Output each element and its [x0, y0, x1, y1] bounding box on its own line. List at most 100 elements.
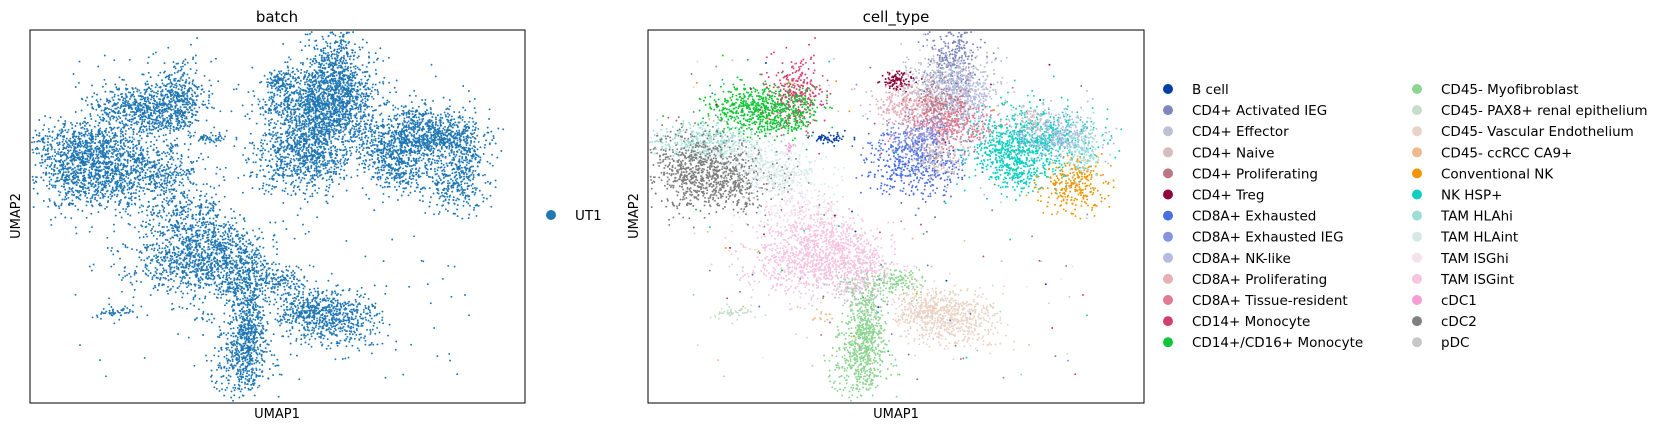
batch-point [129, 153, 131, 156]
batch-point [154, 196, 157, 199]
batch-point [153, 249, 156, 252]
batch-point [276, 288, 279, 291]
batch-point [163, 166, 166, 169]
batch-point [220, 247, 223, 250]
batch-point [127, 222, 130, 225]
batch-point [227, 220, 230, 223]
batch-point [86, 134, 89, 137]
batch-point [161, 284, 164, 287]
batch-point [167, 119, 170, 122]
batch-point [155, 101, 158, 104]
batch-point [136, 159, 138, 162]
batch-point [87, 176, 90, 179]
batch-point [170, 105, 173, 108]
batch-point [150, 90, 153, 93]
batch-point [195, 246, 198, 249]
batch-point [48, 187, 51, 190]
batch-point [182, 173, 185, 176]
batch-point [128, 272, 131, 275]
batch-point [222, 293, 225, 296]
batch-point [124, 97, 127, 100]
batch-point [200, 92, 202, 95]
batch-point [143, 120, 146, 123]
batch-point [127, 146, 130, 148]
batch-point [146, 243, 148, 246]
batch-point [166, 163, 168, 166]
batch-point [118, 88, 120, 91]
batch-point [222, 276, 224, 279]
batch-point [226, 241, 229, 244]
batch-point [212, 221, 215, 224]
batch-point [175, 265, 178, 268]
batch-point [177, 62, 180, 65]
batch-point [186, 108, 189, 111]
batch-point [210, 262, 213, 265]
batch-point [244, 299, 247, 302]
batch-point [155, 276, 158, 279]
batch-point [163, 96, 166, 99]
batch-point [156, 84, 159, 87]
batch-point [129, 97, 131, 100]
batch-point [84, 194, 87, 197]
batch-point [91, 95, 94, 98]
batch-point [230, 257, 233, 259]
batch-point [178, 285, 181, 288]
batch-point [181, 178, 184, 181]
batch-point [228, 228, 231, 231]
batch-point [121, 78, 124, 81]
batch-point [42, 200, 45, 202]
batch-point [134, 171, 137, 174]
batch-point [187, 101, 190, 104]
batch-point [92, 162, 95, 165]
batch-point [71, 199, 74, 202]
batch-point [202, 213, 204, 216]
batch-point [149, 244, 152, 247]
batch-point [255, 247, 258, 250]
batch-point [105, 127, 108, 130]
batch-point [183, 87, 186, 90]
batch-point [225, 293, 228, 296]
batch-point [180, 182, 183, 184]
batch-point [243, 310, 246, 313]
batch-point [90, 174, 93, 177]
batch-point [207, 246, 210, 249]
batch-point [44, 134, 47, 137]
batch-point [180, 266, 183, 268]
batch-point [147, 71, 150, 74]
batch-point [183, 143, 186, 145]
batch-point [161, 271, 164, 274]
batch-point [285, 265, 288, 268]
batch-point [119, 107, 122, 110]
batch-point [213, 126, 216, 129]
batch-point [101, 161, 104, 164]
batch-point [130, 118, 133, 121]
batch-point [137, 153, 140, 156]
batch-point [194, 114, 197, 117]
batch-point [160, 94, 163, 97]
batch-point [113, 102, 116, 105]
batch-point [152, 126, 155, 128]
batch-point [102, 144, 105, 147]
batch-point [82, 188, 84, 191]
batch-point [123, 144, 125, 146]
batch-point [122, 243, 125, 246]
batch-point [85, 122, 88, 125]
batch-point [110, 126, 113, 129]
batch-point [212, 200, 215, 203]
batch-point [239, 239, 242, 242]
batch-point [58, 194, 61, 197]
batch-point [194, 224, 197, 227]
batch-point [57, 144, 60, 147]
batch-point [248, 320, 251, 323]
batch-point [183, 170, 186, 173]
batch-point [160, 128, 163, 131]
batch-point [184, 85, 187, 88]
batch-point [176, 98, 179, 101]
batch-point [110, 90, 113, 93]
batch-point [198, 233, 201, 236]
batch-point [154, 103, 157, 106]
batch-point [97, 157, 99, 160]
batch-point [253, 252, 256, 255]
batch-point [185, 222, 187, 225]
batch-point [58, 148, 61, 151]
